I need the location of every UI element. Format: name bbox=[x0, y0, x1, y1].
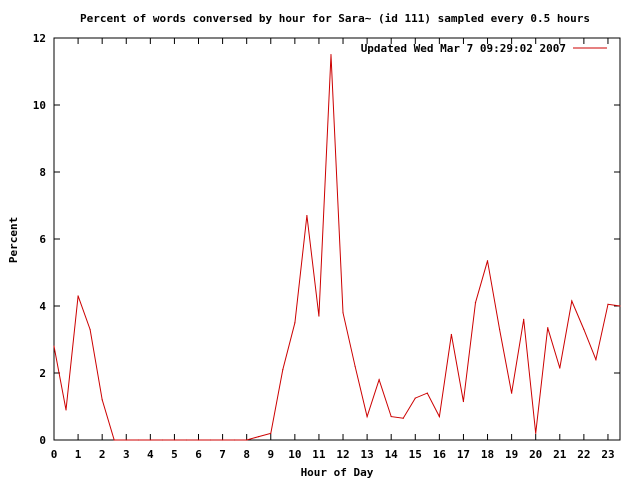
data-point bbox=[149, 439, 151, 441]
data-point bbox=[414, 397, 416, 399]
data-point bbox=[366, 415, 368, 418]
data-point bbox=[559, 367, 561, 369]
data-point bbox=[583, 328, 585, 331]
x-tick-label: 16 bbox=[433, 448, 447, 461]
data-point bbox=[137, 439, 139, 441]
x-tick-label: 17 bbox=[457, 448, 470, 461]
x-tick-label: 23 bbox=[601, 448, 614, 461]
x-tick-label: 1 bbox=[75, 448, 82, 461]
data-point bbox=[161, 439, 163, 441]
data-point bbox=[173, 439, 176, 441]
data-point bbox=[342, 312, 344, 314]
x-axis: 0 1 2 3 4 5 6 7 8 9 10 11 12 13 14 15 16 17 18 19 20 21 22 23 bbox=[51, 38, 615, 461]
data-point bbox=[607, 303, 609, 305]
data-point bbox=[282, 369, 284, 371]
data-point bbox=[486, 260, 489, 262]
data-point bbox=[197, 439, 200, 441]
x-tick-label: 12 bbox=[336, 448, 349, 461]
x-tick-label: 0 bbox=[51, 448, 58, 461]
data-point bbox=[125, 439, 127, 441]
data-point bbox=[246, 439, 248, 441]
y-tick-label: 6 bbox=[39, 233, 46, 246]
data-point bbox=[547, 327, 549, 329]
data-point bbox=[523, 318, 525, 320]
x-tick-label: 3 bbox=[123, 448, 130, 461]
x-tick-label: 21 bbox=[553, 448, 567, 461]
data-point bbox=[221, 439, 224, 441]
data-point bbox=[619, 305, 621, 307]
data-point bbox=[474, 302, 477, 304]
data-point bbox=[113, 439, 115, 441]
series-layer bbox=[53, 54, 621, 441]
x-tick-label: 4 bbox=[147, 448, 154, 461]
x-tick-label: 13 bbox=[360, 448, 373, 461]
data-point bbox=[77, 295, 79, 297]
data-point bbox=[378, 379, 380, 381]
y-tick-label: 8 bbox=[39, 166, 46, 179]
data-point bbox=[306, 214, 308, 217]
data-point bbox=[209, 439, 212, 441]
data-point bbox=[330, 54, 332, 56]
y-tick-label: 2 bbox=[39, 367, 46, 380]
data-point bbox=[234, 439, 236, 441]
data-point bbox=[462, 400, 465, 403]
data-point bbox=[450, 333, 453, 336]
data-point bbox=[318, 315, 320, 317]
data-point bbox=[65, 409, 67, 411]
data-point bbox=[402, 417, 404, 419]
x-tick-label: 22 bbox=[577, 448, 590, 461]
data-point bbox=[294, 322, 296, 324]
x-tick-label: 18 bbox=[481, 448, 494, 461]
x-tick-label: 2 bbox=[99, 448, 106, 461]
x-tick-label: 14 bbox=[385, 448, 399, 461]
legend-label: Updated Wed Mar 7 09:29:02 2007 bbox=[361, 42, 566, 55]
x-tick-label: 15 bbox=[409, 448, 422, 461]
y-tick-label: 0 bbox=[39, 434, 46, 447]
data-point bbox=[101, 399, 103, 401]
x-tick-label: 19 bbox=[505, 448, 518, 461]
data-point bbox=[185, 439, 188, 441]
data-point bbox=[595, 359, 597, 361]
data-point bbox=[89, 328, 91, 331]
y-tick-label: 12 bbox=[33, 32, 46, 45]
x-tick-label: 20 bbox=[529, 448, 542, 461]
x-tick-label: 11 bbox=[312, 448, 326, 461]
data-point bbox=[438, 415, 440, 418]
data-point bbox=[258, 436, 260, 438]
x-tick-label: 8 bbox=[243, 448, 250, 461]
data-point bbox=[390, 415, 392, 418]
data-point bbox=[571, 300, 573, 302]
data-point bbox=[511, 392, 513, 394]
x-tick-label: 5 bbox=[171, 448, 178, 461]
data-point bbox=[426, 392, 428, 394]
data-point bbox=[354, 365, 356, 367]
y-tick-label: 4 bbox=[39, 300, 46, 313]
data-point bbox=[270, 432, 272, 434]
x-tick-label: 10 bbox=[288, 448, 301, 461]
y-axis: 0 2 4 6 8 10 12 bbox=[33, 32, 620, 447]
data-point bbox=[53, 345, 55, 347]
series-line bbox=[53, 54, 621, 441]
data-point bbox=[535, 432, 537, 434]
data-point bbox=[498, 328, 501, 331]
x-tick-label: 7 bbox=[219, 448, 226, 461]
y-axis-label: Percent bbox=[7, 217, 20, 263]
plot-frame bbox=[53, 37, 621, 441]
x-tick-label: 9 bbox=[267, 448, 274, 461]
legend: Updated Wed Mar 7 09:29:02 2007 bbox=[361, 42, 607, 55]
x-axis-label: Hour of Day bbox=[301, 466, 374, 479]
y-tick-label: 10 bbox=[33, 99, 46, 112]
x-tick-label: 6 bbox=[195, 448, 202, 461]
chart-title: Percent of words conversed by hour for S… bbox=[80, 12, 590, 25]
